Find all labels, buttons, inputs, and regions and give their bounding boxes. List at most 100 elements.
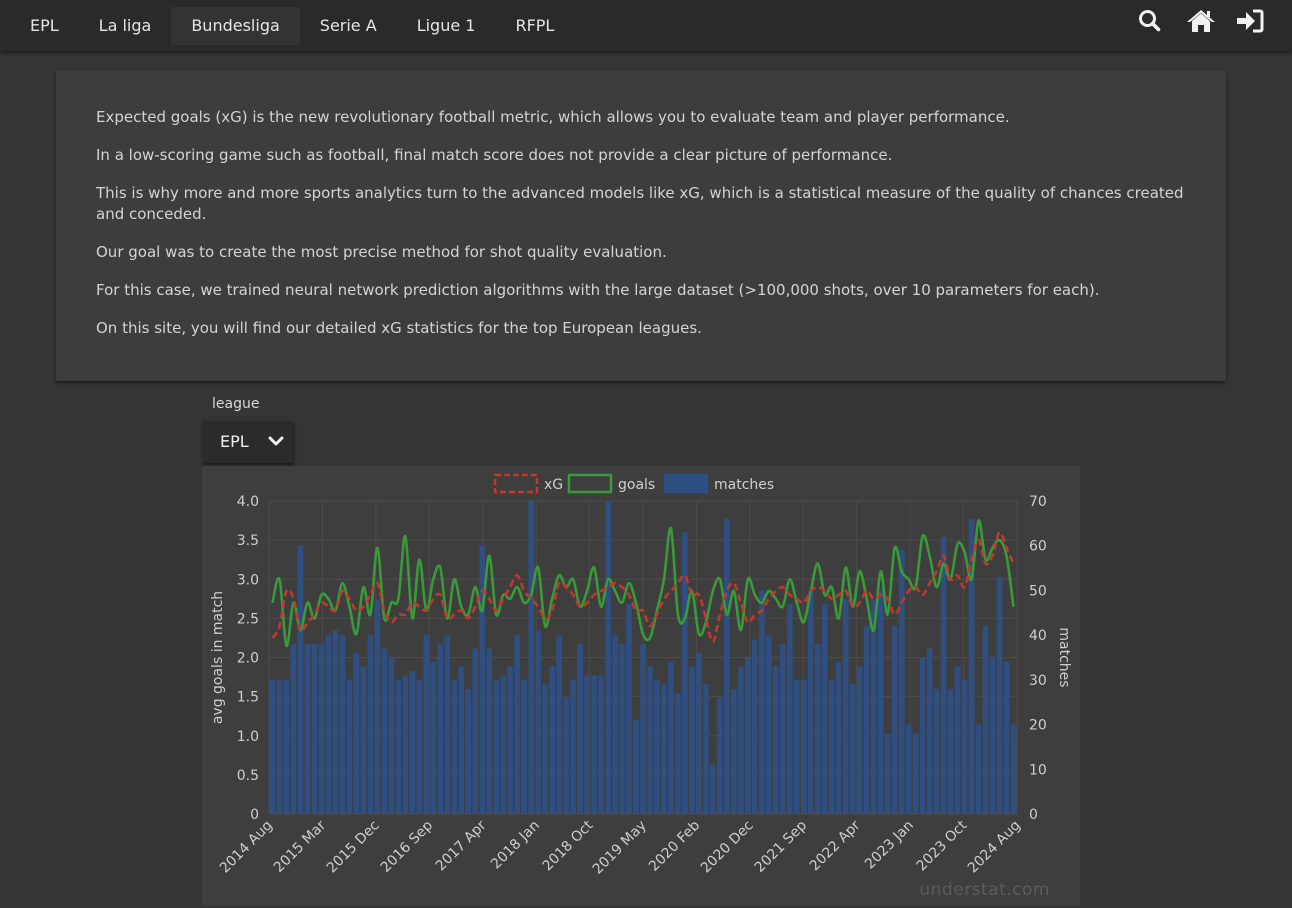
league-select-dropdown[interactable]: EPL (202, 421, 293, 463)
matches-bar (989, 657, 996, 814)
matches-bar (605, 501, 611, 814)
matches-bar (297, 545, 304, 814)
x-axis-tick-label: 2020 Feb (646, 817, 703, 874)
matches-bar (912, 733, 919, 814)
matches-bar (311, 644, 318, 814)
matches-bar (780, 644, 786, 814)
matches-bar (884, 733, 891, 814)
matches-bar (717, 697, 723, 814)
intro-paragraph: On this site, you will find our detailed… (96, 319, 702, 337)
intro-paragraph: For this case, we trained neural network… (96, 281, 1100, 299)
matches-bar (738, 666, 744, 814)
x-axis-tick-label: 2023 Jan (862, 818, 917, 873)
top-nav-bar: EPL La liga Bundesliga Serie A Ligue 1 R… (0, 0, 1292, 51)
matches-bar (724, 518, 730, 814)
matches-bar (626, 603, 632, 814)
matches-bar (332, 630, 339, 814)
matches-bar (423, 635, 430, 814)
x-axis-tick-label: 2020 Dec (698, 818, 757, 877)
x-axis-tick-label: 2024 Aug (965, 818, 1024, 877)
matches-bar (849, 684, 856, 814)
matches-bar (856, 666, 863, 814)
matches-bar (465, 688, 472, 814)
matches-bar (863, 626, 870, 814)
matches-bar (528, 501, 534, 814)
matches-bar (675, 693, 681, 814)
matches-bar (556, 635, 562, 814)
intro-paragraph: Expected goals (xG) is the new revolutio… (96, 108, 1010, 126)
nav-item-ligue-1[interactable]: Ligue 1 (416, 15, 476, 35)
nav-item-serie-a[interactable]: Serie A (319, 15, 377, 35)
x-axis-tick-label: 2019 May (590, 818, 650, 878)
intro-paragraph: This is why more and more sports analyti… (96, 184, 1184, 223)
nav-icon-group (1136, 8, 1264, 34)
matches-bar (318, 644, 325, 814)
matches-bar (276, 679, 283, 814)
right-axis-tick-label: 10 (1029, 762, 1047, 778)
matches-bar (828, 679, 835, 814)
matches-bar (535, 630, 541, 814)
matches-bar (759, 590, 765, 814)
matches-bar (353, 653, 360, 814)
matches-bar (367, 635, 374, 814)
matches-bar (619, 644, 625, 814)
matches-bar (269, 679, 276, 814)
matches-bar (968, 518, 975, 814)
nav-item-bundesliga[interactable]: Bundesliga (171, 6, 300, 45)
matches-bar (689, 666, 695, 814)
nav-item-la-liga[interactable]: La liga (98, 15, 152, 35)
matches-bar (982, 626, 989, 814)
matches-bar (668, 661, 674, 814)
matches-bar (451, 679, 458, 814)
search-icon[interactable] (1136, 8, 1164, 34)
right-axis-tick-label: 30 (1029, 673, 1047, 689)
matches-bar (500, 675, 506, 814)
matches-bar (787, 603, 793, 814)
matches-bar (1010, 724, 1017, 814)
matches-bar (877, 590, 884, 814)
matches-bar (940, 536, 947, 814)
matches-bar (745, 657, 751, 814)
matches-bar (654, 679, 660, 814)
matches-bar (416, 679, 423, 814)
matches-bar (947, 688, 954, 814)
matches-bar (402, 675, 409, 814)
matches-bar (814, 644, 821, 814)
matches-bar (458, 666, 465, 814)
left-axis-tick-label: 0 (250, 807, 259, 823)
nav-item-rfpl[interactable]: RFPL (515, 15, 555, 35)
matches-bar (633, 720, 639, 814)
league-filter-label: league (212, 396, 260, 412)
matches-bar (444, 635, 451, 814)
matches-bar (752, 639, 758, 814)
home-icon[interactable] (1186, 8, 1215, 34)
matches-bar (591, 675, 597, 814)
matches-bar (493, 679, 499, 814)
matches-bar (996, 577, 1003, 814)
left-axis-tick-label: 2.0 (237, 651, 259, 667)
matches-bar (374, 599, 381, 814)
sign-in-icon[interactable] (1236, 8, 1264, 34)
matches-bar (304, 644, 311, 814)
right-axis-tick-label: 20 (1029, 718, 1047, 734)
matches-bar (835, 661, 842, 814)
legend-swatch (663, 473, 709, 494)
xg-chart-panel: 0 0.5 1.0 1.5 2.0 2.5 3.0 3.5 4.0 0 10 20 30 40 50 60 70… (202, 466, 1080, 906)
matches-bar (842, 599, 849, 814)
x-axis-tick-label: 2015 Mar (271, 817, 330, 876)
matches-bar (507, 666, 513, 814)
matches-bar (682, 532, 688, 814)
nav-item-epl[interactable]: EPL (30, 15, 59, 35)
left-axis-title: avg goals in match (210, 591, 226, 724)
legend-swatch (567, 473, 613, 494)
x-axis-tick-label: 2017 Apr (433, 817, 490, 874)
matches-bar (926, 648, 933, 814)
matches-bar (919, 657, 926, 814)
matches-bar (766, 635, 772, 814)
matches-bar (437, 644, 444, 814)
xg-series-line (271, 531, 1015, 644)
matches-bar (570, 679, 576, 814)
left-axis-tick-label: 1.0 (237, 729, 259, 745)
goals-series-line (271, 519, 1015, 648)
matches-bar (479, 545, 486, 814)
